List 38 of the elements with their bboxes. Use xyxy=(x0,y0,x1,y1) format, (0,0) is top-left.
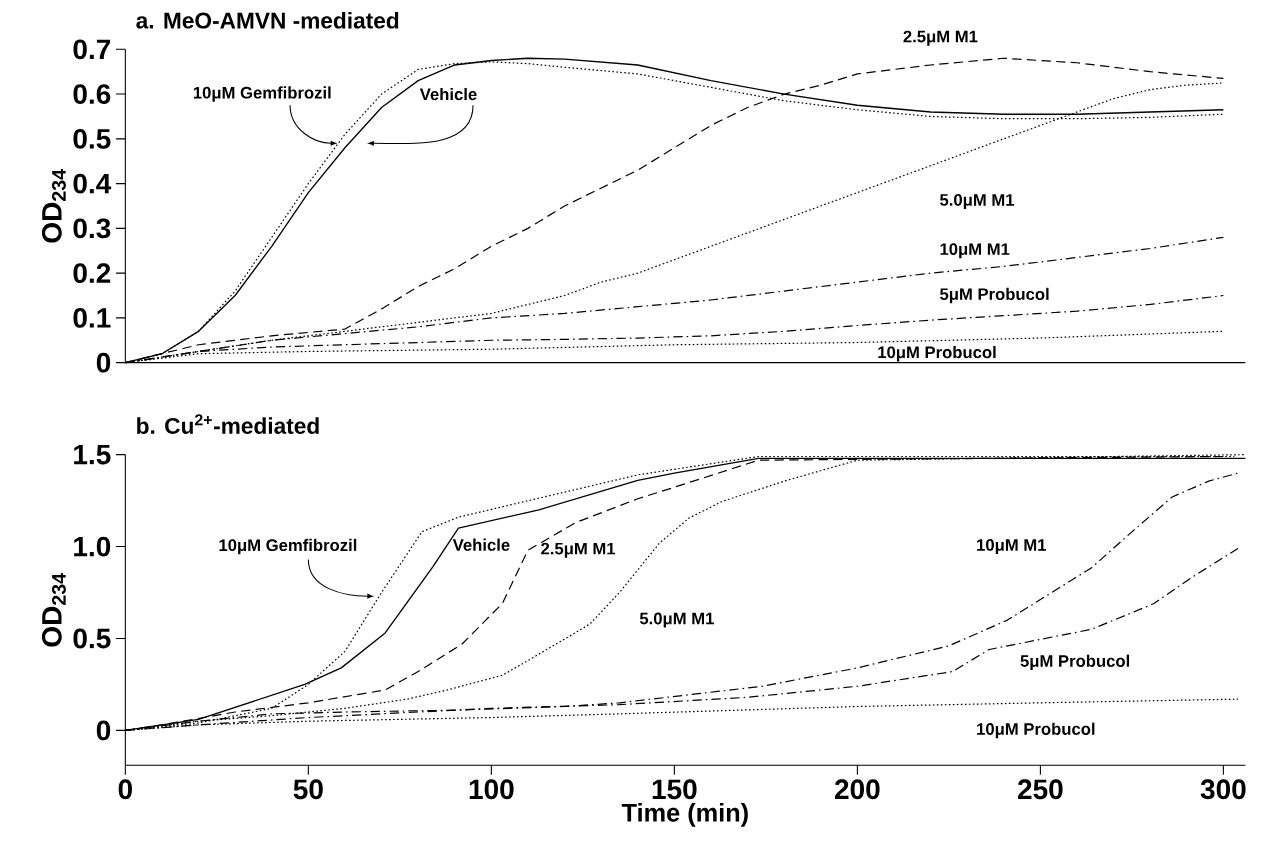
y-tick-label: 0 xyxy=(96,352,111,373)
text: 10μM M1 xyxy=(977,539,1047,555)
y-tick-label: 0.1 xyxy=(73,308,111,328)
y-tick-label: 1.0 xyxy=(74,536,111,557)
series-label: 2.5μM M1 xyxy=(541,542,616,558)
y-axis-title: OD$_{234}$ xyxy=(41,573,66,647)
series-label: 10μM Gemfibrozil xyxy=(193,86,331,102)
y-tick-label: 0.4 xyxy=(73,173,112,194)
y-axis-title: OD$_{234}$ xyxy=(41,169,66,243)
x-tick-label: 150 xyxy=(652,779,697,800)
series-label: 5μM Probucol xyxy=(940,287,1049,304)
series-label: 10μM Probucol xyxy=(878,346,996,362)
x-tick-label: 0 xyxy=(118,779,132,800)
y-tick-label: 0.5 xyxy=(73,129,111,149)
series-label: 2.5μM M1 xyxy=(903,30,978,46)
series-label: 5μM Probucol xyxy=(1020,654,1130,671)
x-axis-title: Time (min) xyxy=(621,803,748,827)
text: 10μM Gemfibrozil xyxy=(219,539,357,555)
series-label: Vehicle xyxy=(419,88,477,101)
series-label: 10μM M1 xyxy=(940,243,1010,259)
y-tick-label: 0.2 xyxy=(73,263,111,284)
x-tick-label: 300 xyxy=(1200,779,1246,800)
chart-title: b. Cu$^{2+}$-mediated xyxy=(137,414,319,435)
x-tick-label: 250 xyxy=(1017,779,1063,800)
y-tick-label: 0.5 xyxy=(73,628,111,649)
y-tick-label: 0.6 xyxy=(73,84,111,105)
chart-title: a. MeO-AMVN -mediated xyxy=(136,12,399,29)
x-tick-label: 50 xyxy=(293,779,323,800)
y-tick-label: 0 xyxy=(96,720,111,741)
y-tick-label: 1.5 xyxy=(74,445,111,465)
x-tick-label: 200 xyxy=(834,779,880,800)
series-label: 5.0μM M1 xyxy=(639,612,714,628)
y-tick-label: 0.3 xyxy=(73,218,111,239)
series-label: 5.0μM M1 xyxy=(940,194,1015,210)
series-label: Vehicle xyxy=(452,538,510,552)
y-tick-label: 0.7 xyxy=(73,39,111,60)
series-label: 10μM Probucol xyxy=(977,722,1095,739)
x-tick-label: 100 xyxy=(469,779,514,800)
